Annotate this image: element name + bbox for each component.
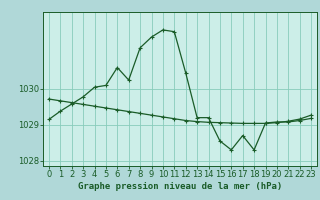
X-axis label: Graphe pression niveau de la mer (hPa): Graphe pression niveau de la mer (hPa) [78, 182, 282, 191]
